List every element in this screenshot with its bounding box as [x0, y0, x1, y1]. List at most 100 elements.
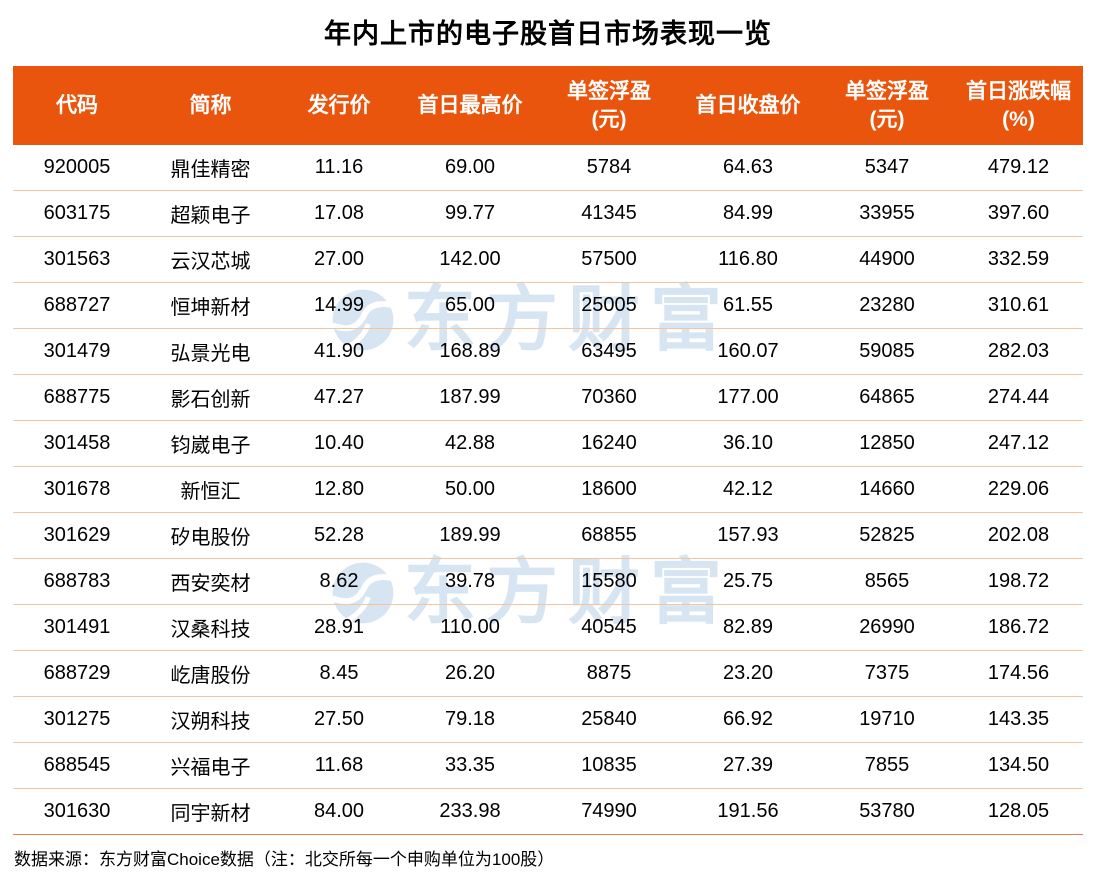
- table-cell: 301491: [43, 616, 111, 638]
- table-cell: 397.60: [987, 202, 1050, 224]
- table-cell: 301458: [43, 432, 111, 454]
- table-cell: 301479: [43, 340, 111, 362]
- table-cell: 23280: [859, 294, 915, 316]
- table-cell: 189.99: [439, 524, 501, 546]
- table-cell: 23.20: [722, 662, 774, 684]
- table-cell: 157.93: [717, 524, 779, 546]
- table-cell: 14.99: [313, 294, 365, 316]
- table-cell: 47.27: [313, 386, 365, 408]
- table-cell: 5784: [586, 156, 632, 178]
- table-cell: 50.00: [444, 478, 496, 500]
- table-cell: 7375: [864, 662, 910, 684]
- table-cell: 汉朔科技: [170, 711, 251, 733]
- table-row: 603175 超颖电子 17.08 99.77 41345 84.99 33955 397.6…: [13, 191, 1083, 237]
- table-cell: 25840: [581, 708, 637, 730]
- table-cell: 134.50: [987, 754, 1050, 776]
- table-cell: 云汉芯城: [170, 251, 251, 273]
- column-header: 单签浮盈 (元): [820, 66, 954, 145]
- table-cell: 57500: [581, 248, 637, 270]
- table-cell: 99.77: [444, 202, 496, 224]
- table-cell: 25005: [581, 294, 637, 316]
- table-cell: 64865: [859, 386, 915, 408]
- table-row: 301630 同宇新材 84.00 233.98 74990 191.56 53780 128…: [13, 789, 1083, 835]
- table-header: 代码 简称 发行价 首日最高价 单签浮盈 (元) 首日收盘价 单签浮盈 (元) 首日涨跌幅 (…: [13, 66, 1083, 145]
- table-cell: 68855: [581, 524, 637, 546]
- table-cell: 西安奕材: [170, 573, 251, 595]
- table-cell: 186.72: [987, 616, 1050, 638]
- table-cell: 17.08: [313, 202, 365, 224]
- table-cell: 603175: [43, 202, 111, 224]
- table-cell: 28.91: [313, 616, 365, 638]
- table-row: 301479 弘景光电 41.90 168.89 63495 160.07 59085 282…: [13, 329, 1083, 375]
- table-cell: 79.18: [444, 708, 496, 730]
- table-cell: 42.12: [722, 478, 774, 500]
- table-row: 301563 云汉芯城 27.00 142.00 57500 116.80 44900 332…: [13, 237, 1083, 283]
- table-header-row: 代码 简称 发行价 首日最高价 单签浮盈 (元) 首日收盘价 单签浮盈 (元) 首日涨跌幅 (…: [13, 66, 1083, 145]
- table-cell: 229.06: [987, 478, 1050, 500]
- table-cell: 479.12: [987, 156, 1050, 178]
- table-cell: 116.80: [718, 248, 778, 270]
- table-row: 301629 矽电股份 52.28 189.99 68855 157.93 52825 202…: [13, 513, 1083, 559]
- table-cell: 332.59: [987, 248, 1050, 270]
- stocks-table: 代码 简称 发行价 首日最高价 单签浮盈 (元) 首日收盘价 单签浮盈 (元) 首日涨跌幅 (…: [13, 66, 1083, 835]
- column-header: 简称: [141, 66, 280, 145]
- table-cell: 14660: [859, 478, 915, 500]
- data-source-note: 数据来源：东方财富Choice数据（注：北交所每一个申购单位为100股）: [14, 850, 555, 869]
- table-cell: 202.08: [987, 524, 1050, 546]
- table-cell: 矽电股份: [170, 527, 251, 549]
- table-cell: 26.20: [444, 662, 496, 684]
- table-cell: 钧崴电子: [170, 435, 251, 457]
- table-row: 301275 汉朔科技 27.50 79.18 25840 66.92 19710 143.3…: [13, 697, 1083, 743]
- table-cell: 168.89: [439, 340, 501, 362]
- table-cell: 110.00: [440, 616, 500, 638]
- table-cell: 16240: [581, 432, 637, 454]
- table-cell: 63495: [581, 340, 637, 362]
- table-cell: 10.40: [313, 432, 365, 454]
- table-cell: 69.00: [444, 156, 496, 178]
- column-header: 首日收盘价: [676, 66, 820, 145]
- table-cell: 70360: [581, 386, 637, 408]
- table-row: 301678 新恒汇 12.80 50.00 18600 42.12 14660 229.06: [13, 467, 1083, 513]
- table-cell: 42.88: [444, 432, 496, 454]
- column-header: 发行价: [280, 66, 398, 145]
- column-header: 代码: [13, 66, 141, 145]
- table-cell: 8.62: [319, 570, 359, 592]
- table-cell: 新恒汇: [180, 481, 241, 503]
- table-cell: 65.00: [444, 294, 496, 316]
- table-cell: 恒坤新材: [170, 297, 251, 319]
- table-cell: 301678: [43, 478, 111, 500]
- table-row: 688727 恒坤新材 14.99 65.00 25005 61.55 23280 310.6…: [13, 283, 1083, 329]
- table-cell: 233.98: [439, 800, 501, 822]
- column-header: 首日最高价: [398, 66, 542, 145]
- table-cell: 143.35: [987, 708, 1050, 730]
- table-cell: 82.89: [722, 616, 774, 638]
- table-cell: 12.80: [313, 478, 365, 500]
- table-cell: 44900: [859, 248, 915, 270]
- table-cell: 191.56: [717, 800, 779, 822]
- table-row: 688729 屹唐股份 8.45 26.20 8875 23.20 7375 174.56: [13, 651, 1083, 697]
- table-cell: 52825: [859, 524, 915, 546]
- table-cell: 274.44: [987, 386, 1050, 408]
- table-cell: 影石创新: [170, 389, 251, 411]
- table-cell: 688727: [43, 294, 111, 316]
- table-cell: 25.75: [722, 570, 774, 592]
- table-cell: 84.00: [313, 800, 365, 822]
- table-cell: 41345: [581, 202, 637, 224]
- table-cell: 142.00: [439, 248, 501, 270]
- table-cell: 18600: [581, 478, 637, 500]
- table-cell: 兴福电子: [170, 757, 251, 779]
- table-cell: 11.16: [314, 156, 364, 178]
- table-cell: 39.78: [444, 570, 496, 592]
- table-row: 688545 兴福电子 11.68 33.35 10835 27.39 7855 134.50: [13, 743, 1083, 789]
- table-cell: 12850: [859, 432, 915, 454]
- table-cell: 27.39: [722, 754, 774, 776]
- table-cell: 688545: [43, 754, 111, 776]
- table-row: 920005 鼎佳精密 11.16 69.00 5784 64.63 5347 479.12: [13, 145, 1083, 191]
- table-cell: 15580: [581, 570, 637, 592]
- table-cell: 屹唐股份: [170, 665, 251, 687]
- table-cell: 41.90: [313, 340, 365, 362]
- table-cell: 同宇新材: [170, 803, 251, 825]
- table-cell: 52.28: [313, 524, 365, 546]
- table-cell: 27.00: [313, 248, 365, 270]
- table-cell: 310.61: [987, 294, 1050, 316]
